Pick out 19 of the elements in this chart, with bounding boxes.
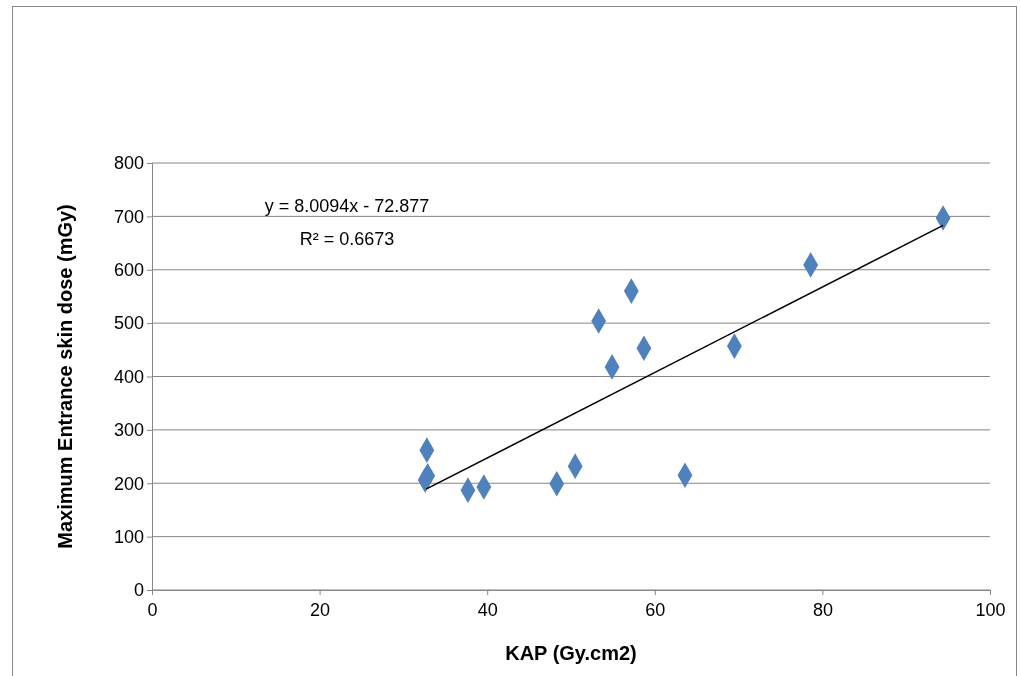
x-tick-label: 40	[477, 600, 498, 620]
y-tick-label: 700	[113, 206, 144, 227]
y-tick-label: 400	[113, 366, 144, 387]
y-tick-label: 300	[113, 420, 144, 441]
x-tick-label: 80	[812, 600, 833, 620]
y-tick-label: 100	[113, 526, 144, 547]
y-tick-label: 800	[113, 153, 144, 174]
y-tick-label: 200	[113, 473, 144, 494]
x-axis-title: KAP (Gy.cm2)	[505, 642, 637, 664]
annotation: y = 8.0094x - 72.877	[264, 196, 430, 216]
annotation: R² = 0.6673	[299, 229, 395, 249]
y-axis-title: Maximum Entrance skin dose (mGy)	[54, 204, 76, 549]
x-tick-label: 0	[147, 600, 158, 620]
y-tick-label: 600	[113, 260, 144, 281]
x-tick-label: 60	[645, 600, 666, 620]
x-tick-label: 100	[975, 600, 1006, 620]
x-tick-label: 20	[310, 600, 331, 620]
y-tick-label: 500	[113, 313, 144, 334]
y-tick-label: 0	[133, 580, 144, 601]
